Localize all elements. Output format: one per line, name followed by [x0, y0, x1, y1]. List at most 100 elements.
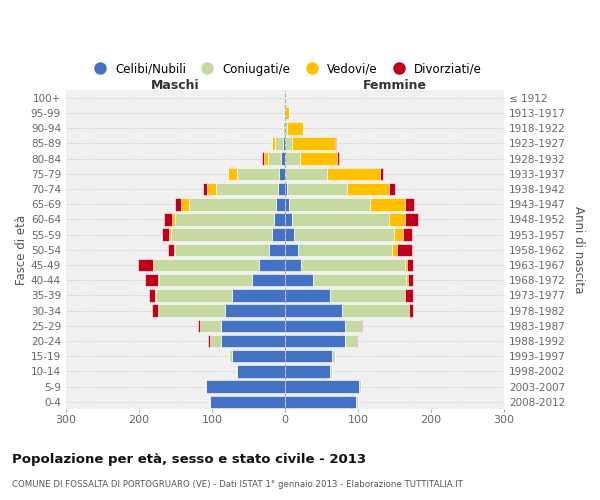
Bar: [394, 228, 403, 241]
Bar: [285, 168, 327, 180]
Bar: [407, 274, 413, 286]
Bar: [345, 320, 361, 332]
Bar: [203, 183, 207, 196]
Bar: [232, 289, 285, 302]
Bar: [164, 213, 172, 226]
Bar: [301, 259, 404, 272]
Bar: [228, 168, 237, 180]
Bar: [359, 380, 361, 393]
Bar: [361, 320, 362, 332]
Bar: [285, 304, 342, 317]
Bar: [172, 213, 175, 226]
Bar: [406, 289, 413, 302]
Bar: [285, 259, 301, 272]
Bar: [370, 198, 406, 210]
Bar: [392, 244, 397, 256]
Bar: [356, 335, 357, 347]
Bar: [171, 228, 272, 241]
Bar: [229, 350, 232, 362]
Bar: [356, 396, 358, 408]
Y-axis label: Anni di nascita: Anni di nascita: [572, 206, 585, 294]
Bar: [181, 198, 188, 210]
Bar: [238, 365, 285, 378]
Bar: [285, 350, 332, 362]
Bar: [155, 289, 232, 302]
Bar: [285, 320, 345, 332]
Bar: [404, 289, 406, 302]
Bar: [285, 138, 292, 149]
Bar: [169, 228, 171, 241]
Bar: [175, 198, 181, 210]
Bar: [274, 213, 285, 226]
Bar: [332, 350, 335, 362]
Bar: [389, 213, 404, 226]
Bar: [283, 122, 285, 134]
Bar: [285, 152, 299, 165]
Bar: [380, 168, 383, 180]
Bar: [269, 244, 285, 256]
Bar: [283, 138, 285, 149]
Y-axis label: Fasce di età: Fasce di età: [15, 215, 28, 285]
Bar: [175, 244, 269, 256]
Bar: [210, 335, 221, 347]
Bar: [285, 107, 289, 120]
Bar: [337, 152, 339, 165]
Bar: [287, 122, 303, 134]
Bar: [285, 213, 292, 226]
Legend: Celibi/Nubili, Coniugati/e, Vedovi/e, Divorziati/e: Celibi/Nubili, Coniugati/e, Vedovi/e, Di…: [83, 58, 487, 80]
Bar: [221, 335, 285, 347]
Bar: [145, 274, 158, 286]
Bar: [298, 244, 392, 256]
Bar: [275, 138, 283, 149]
Bar: [404, 259, 407, 272]
Bar: [285, 122, 287, 134]
Bar: [174, 244, 175, 256]
Bar: [293, 228, 394, 241]
Bar: [285, 365, 330, 378]
Bar: [236, 365, 238, 378]
Text: COMUNE DI FOSSALTA DI PORTOGRUARO (VE) - Dati ISTAT 1° gennaio 2013 - Elaborazio: COMUNE DI FOSSALTA DI PORTOGRUARO (VE) -…: [12, 480, 463, 489]
Bar: [407, 259, 413, 272]
Bar: [335, 138, 336, 149]
Bar: [289, 198, 370, 210]
Bar: [330, 365, 332, 378]
Bar: [327, 168, 380, 180]
Bar: [292, 138, 335, 149]
Bar: [221, 320, 285, 332]
Bar: [347, 183, 389, 196]
Bar: [268, 152, 281, 165]
Bar: [281, 152, 285, 165]
Bar: [138, 259, 153, 272]
Bar: [404, 213, 418, 226]
Bar: [211, 396, 285, 408]
Bar: [205, 380, 206, 393]
Bar: [232, 350, 285, 362]
Bar: [276, 198, 285, 210]
Bar: [188, 198, 276, 210]
Bar: [175, 213, 274, 226]
Bar: [259, 259, 285, 272]
Bar: [206, 380, 285, 393]
Text: Femmine: Femmine: [362, 79, 427, 92]
Bar: [285, 335, 345, 347]
Bar: [285, 228, 293, 241]
Bar: [403, 228, 412, 241]
Bar: [154, 259, 259, 272]
Bar: [161, 228, 169, 241]
Bar: [287, 183, 347, 196]
Bar: [279, 168, 285, 180]
Bar: [397, 244, 412, 256]
Bar: [330, 289, 404, 302]
Text: Popolazione per età, sesso e stato civile - 2013: Popolazione per età, sesso e stato civil…: [12, 452, 366, 466]
Bar: [285, 244, 298, 256]
Bar: [299, 152, 337, 165]
Bar: [345, 335, 356, 347]
Bar: [208, 335, 210, 347]
Bar: [285, 183, 287, 196]
Bar: [168, 244, 174, 256]
Bar: [153, 259, 154, 272]
Bar: [158, 274, 252, 286]
Bar: [158, 304, 225, 317]
Bar: [149, 289, 155, 302]
Bar: [342, 304, 409, 317]
